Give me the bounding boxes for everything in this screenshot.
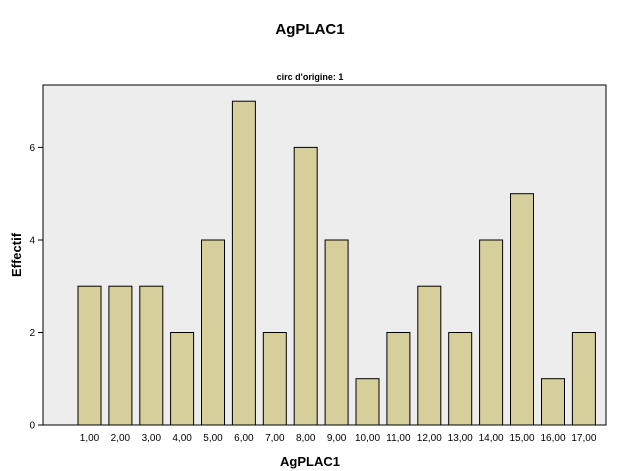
x-tick-label: 14,00 <box>479 433 504 444</box>
bar <box>355 378 380 426</box>
bar <box>108 285 133 426</box>
x-tick-label: 11,00 <box>386 433 411 444</box>
panel-title: circ d'origine: 1 <box>277 72 344 82</box>
chart-title: AgPLAC1 <box>275 21 344 38</box>
x-tick-label: 3,00 <box>142 433 162 444</box>
bar <box>324 239 349 426</box>
x-tick-label: 5,00 <box>203 433 223 444</box>
x-tick-label: 16,00 <box>540 433 565 444</box>
x-tick-label: 4,00 <box>172 433 192 444</box>
y-axis: 0 2 4 6 <box>29 143 43 432</box>
bar <box>293 146 318 426</box>
x-tick-label: 17,00 <box>571 433 596 444</box>
x-axis-title: AgPLAC1 <box>280 454 340 469</box>
bar <box>448 332 473 426</box>
bar <box>571 332 596 426</box>
x-tick-label: 12,00 <box>417 433 442 444</box>
bar <box>386 332 411 426</box>
bars-group <box>77 100 596 426</box>
bar <box>77 285 102 426</box>
bar <box>231 100 256 426</box>
x-tick-label: 7,00 <box>265 433 285 444</box>
bar <box>262 332 287 426</box>
y-tick-label: 4 <box>29 236 35 247</box>
x-tick-label: 8,00 <box>296 433 316 444</box>
bar <box>139 285 164 426</box>
x-tick-label: 1,00 <box>80 433 100 444</box>
bar <box>541 378 565 426</box>
x-axis: 1,00 2,00 3,00 4,00 5,00 6,00 7,00 8,00 9,00 10,0… <box>80 433 597 444</box>
x-tick-label: 10,00 <box>355 433 380 444</box>
y-tick-label: 0 <box>29 421 35 432</box>
x-tick-label: 6,00 <box>234 433 254 444</box>
bar <box>170 332 195 426</box>
x-tick-label: 9,00 <box>327 433 347 444</box>
x-tick-label: 15,00 <box>509 433 534 444</box>
y-axis-title: Effectif <box>9 232 24 277</box>
y-tick-label: 6 <box>29 143 35 154</box>
x-tick-label: 2,00 <box>111 433 131 444</box>
x-tick-label: 13,00 <box>448 433 473 444</box>
bar <box>479 239 504 426</box>
bar <box>510 193 534 426</box>
bar <box>201 239 225 426</box>
bar <box>417 285 442 426</box>
y-tick-label: 2 <box>29 328 35 339</box>
